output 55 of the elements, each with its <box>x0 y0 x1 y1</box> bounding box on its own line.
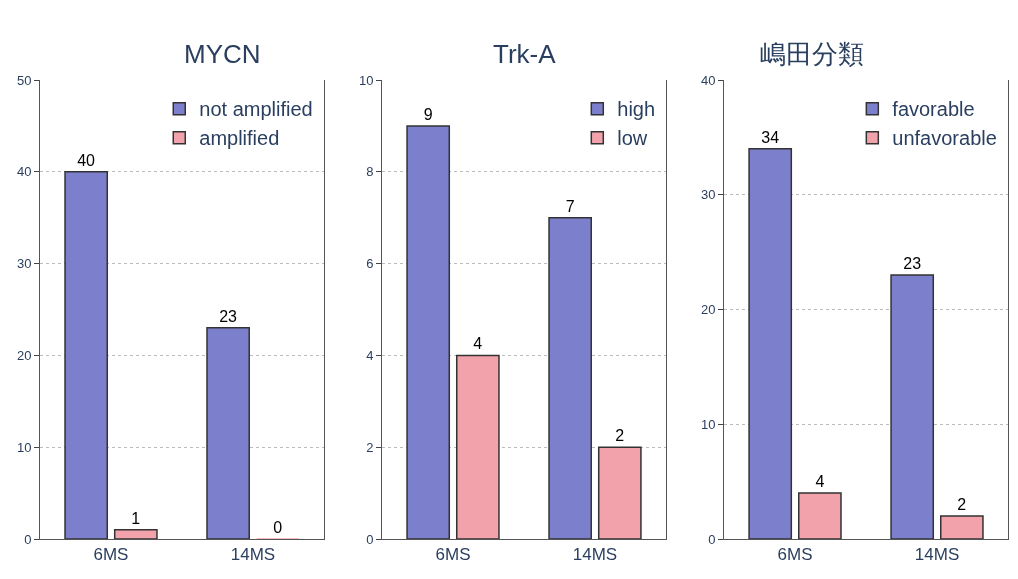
y-tick-label: 0 <box>366 531 374 547</box>
data-label: 2 <box>615 427 625 445</box>
legend-label: high <box>617 98 656 121</box>
data-label: 23 <box>903 255 922 273</box>
data-label: 1 <box>131 509 141 527</box>
data-label: 7 <box>565 197 575 215</box>
data-label: 0 <box>273 519 283 536</box>
legend-label: amplified <box>199 127 280 150</box>
y-tick-label: 0 <box>708 531 716 547</box>
x-tick-label: 6MS <box>777 545 813 565</box>
chart-title: Trk-A <box>493 39 557 69</box>
x-tick-label: 14MS <box>914 545 960 565</box>
y-tick-label: 10 <box>700 416 716 432</box>
data-label: 9 <box>423 105 433 123</box>
x-tick-label: 14MS <box>230 545 276 565</box>
bar <box>548 216 593 539</box>
x-tick-label: 6MS <box>435 545 471 565</box>
bar <box>597 446 642 539</box>
legend-label: unfavorable <box>892 127 997 150</box>
data-label: 4 <box>815 473 825 491</box>
data-label: 40 <box>77 151 96 169</box>
y-tick-label: 50 <box>16 72 32 88</box>
data-label: 34 <box>761 128 780 146</box>
bar <box>939 515 984 539</box>
bar <box>748 148 793 539</box>
y-tick-label: 40 <box>16 164 32 180</box>
legend-label: favorable <box>892 98 975 121</box>
y-tick-label: 30 <box>16 256 32 272</box>
bar <box>64 171 109 539</box>
y-tick-label: 4 <box>366 347 374 363</box>
y-tick-label: 8 <box>366 164 374 180</box>
x-tick-label: 14MS <box>572 545 618 565</box>
x-tick-label: 6MS <box>93 545 129 565</box>
y-tick-label: 30 <box>700 187 716 203</box>
legend-label: not amplified <box>199 98 313 121</box>
y-tick-label: 10 <box>16 439 32 455</box>
y-tick-label: 10 <box>358 72 374 88</box>
y-tick-label: 0 <box>24 531 32 547</box>
bar <box>113 529 158 539</box>
y-tick-label: 40 <box>700 72 716 88</box>
y-tick-label: 6 <box>366 256 374 272</box>
legend-label: low <box>617 127 648 150</box>
data-label: 23 <box>219 307 238 325</box>
data-label: 4 <box>473 335 483 353</box>
bar <box>455 354 500 539</box>
bar <box>798 492 842 539</box>
bar <box>890 274 935 539</box>
y-tick-label: 20 <box>700 302 716 318</box>
chart-title: MYCN <box>184 39 261 69</box>
chart-title: 嶋田分類 <box>760 39 864 69</box>
bar <box>206 327 250 539</box>
y-tick-label: 2 <box>366 439 374 455</box>
bar <box>406 125 451 539</box>
y-tick-label: 20 <box>16 347 32 363</box>
data-label: 2 <box>957 496 967 514</box>
